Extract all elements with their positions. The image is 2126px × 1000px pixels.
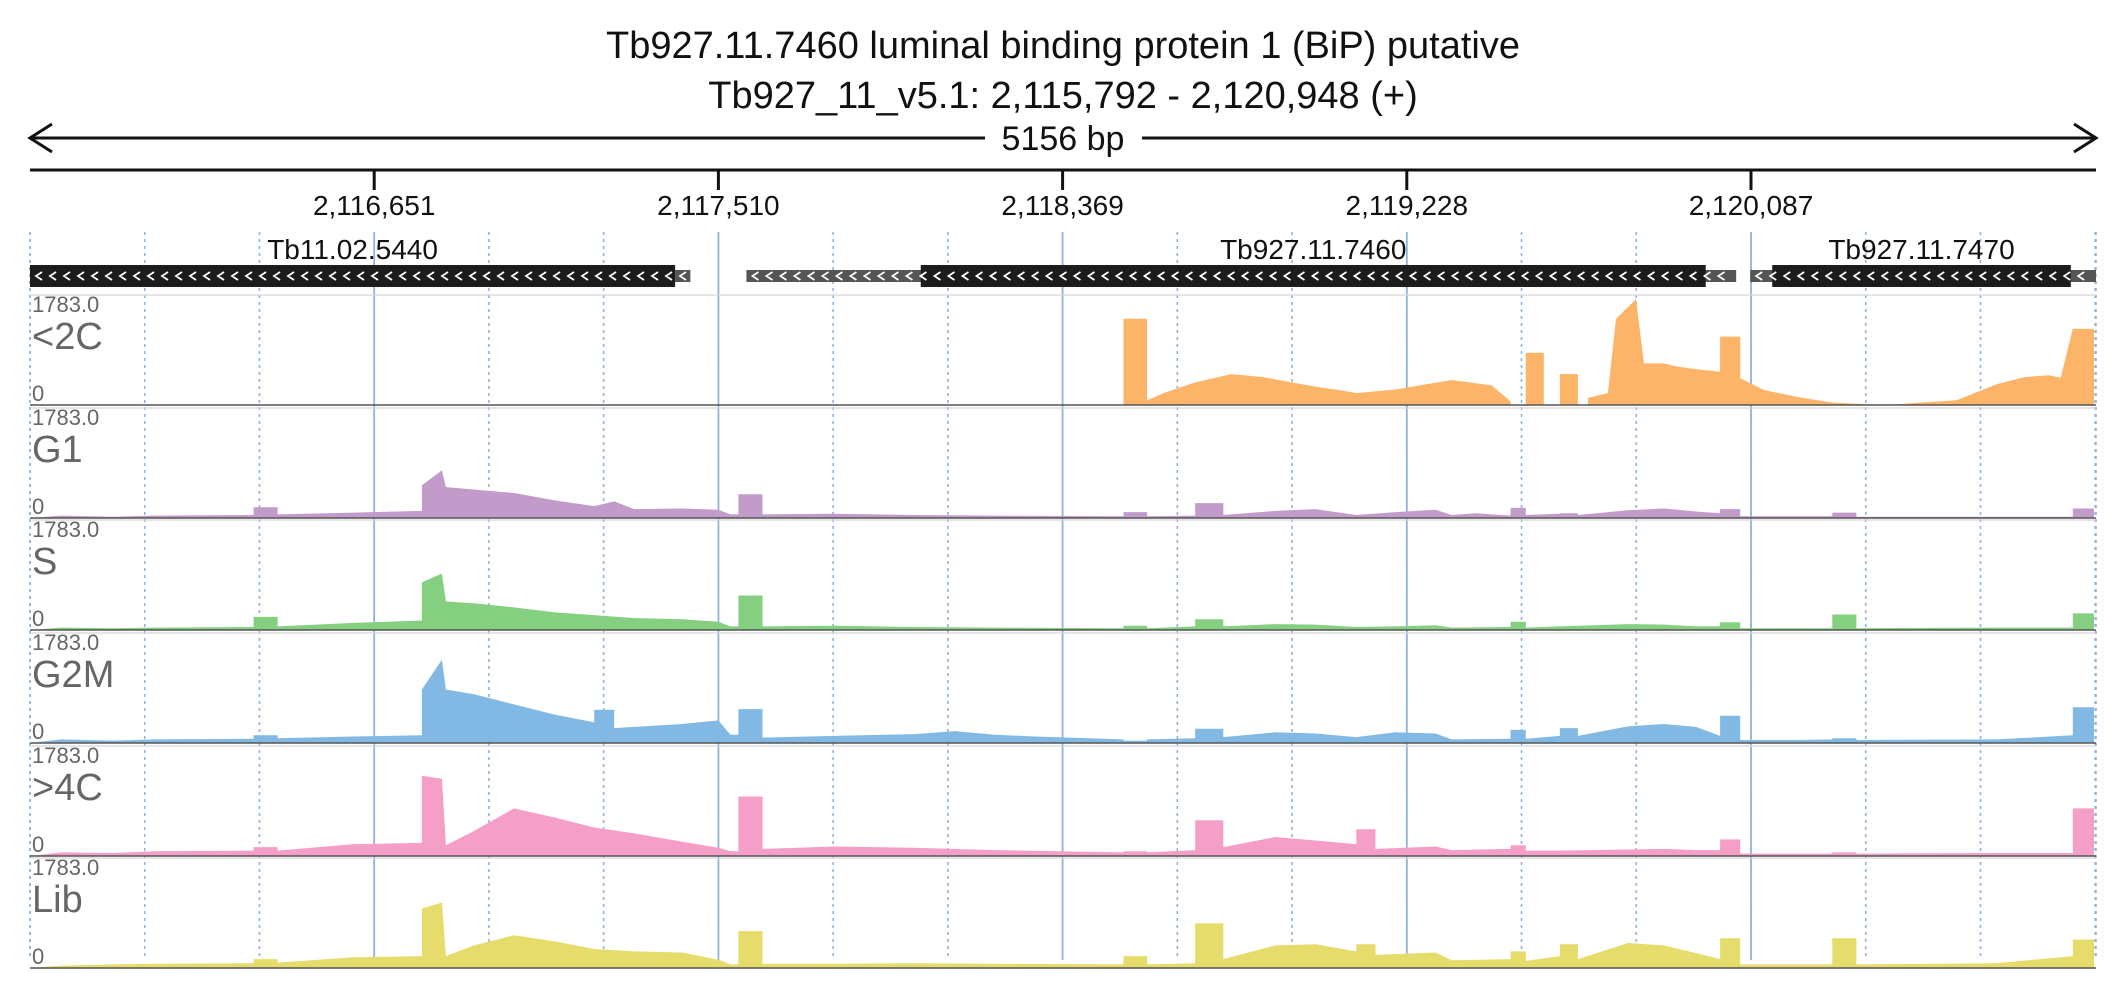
track-ymin-label: 0 (32, 606, 44, 631)
span-indicator: 5156 bp (27, 120, 2099, 158)
coverage-track: 1783.0>4C 0 (30, 743, 2096, 857)
gene-cds (30, 265, 676, 287)
track-ymax-label: 1783.0 (32, 855, 99, 880)
coverage-area (30, 659, 2096, 743)
ruler-tick-label: 2,119,228 (1346, 190, 1469, 221)
strand-arrow-icon (1754, 271, 2085, 281)
gene-cds (1772, 265, 2071, 287)
track-ymin-label: 0 (32, 719, 44, 744)
coverage-area (30, 775, 2096, 856)
coverage-tracks: 1783.0<2C01783.0G101783.0S01783.0G2M0178… (30, 292, 2096, 969)
span-arrow-left-icon (27, 122, 53, 154)
track-ymax-label: 1783.0 (32, 517, 99, 542)
track-ymin-label: 0 (32, 494, 44, 519)
chart-title: Tb927.11.7460 luminal binding protein 1 … (606, 25, 1520, 67)
coverage-area (30, 470, 2096, 518)
track-ymax-label: 1783.0 (32, 630, 99, 655)
track-ymin-label: 0 (32, 832, 44, 857)
gene-label: Tb927.11.7470 (1828, 234, 2014, 265)
track-ymax-label: 1783.0 (32, 292, 99, 317)
figure-header: Tb927.11.7460 luminal binding protein 1 … (606, 25, 1520, 117)
gene-feature: Tb927.11.7460 (746, 234, 1737, 287)
track-name-label: G1 (32, 429, 83, 471)
coverage-area (30, 902, 2096, 968)
grid-lines (29, 232, 2097, 960)
gene-label: Tb927.11.7460 (1220, 234, 1406, 265)
track-ymin-label: 0 (32, 381, 44, 406)
span-length-label: 5156 bp (1002, 120, 1125, 158)
ruler-tick-label: 2,116,651 (313, 190, 436, 221)
track-name-label: <2C (32, 316, 103, 358)
strand-arrow-icon (34, 271, 687, 281)
track-name-label: G2M (32, 654, 114, 696)
coverage-track: 1783.0S 0 (30, 517, 2096, 631)
track-ymax-label: 1783.0 (32, 405, 99, 430)
track-name-label: >4C (32, 767, 103, 809)
track-name-label: Lib (32, 879, 83, 921)
track-ymin-label: 0 (32, 944, 44, 969)
coordinate-ruler: 2,116,651 2,117,510 2,118,369 2,119,228 2,12… (30, 168, 2096, 221)
ruler-ticks: 2,116,651 2,117,510 2,118,369 2,119,228 2,12… (313, 170, 1813, 221)
gene-feature: Tb927.11.7470 (1750, 234, 2096, 287)
gene-feature: Tb11.02.5440 (30, 234, 691, 287)
gene-utr (675, 270, 691, 282)
region-subtitle: Tb927_11_v5.1: 2,115,792 - 2,120,948 (+) (708, 75, 1418, 117)
coverage-track: 1783.0G1 0 (30, 405, 2096, 519)
strand-arrow-icon (750, 271, 1725, 281)
ruler-tick-label: 2,120,087 (1689, 190, 1814, 221)
ruler-tick-label: 2,117,510 (657, 190, 780, 221)
ruler-tick-label: 2,118,369 (1001, 190, 1124, 221)
span-arrow-right-icon (2073, 122, 2099, 154)
track-ymax-label: 1783.0 (32, 743, 99, 768)
coverage-area (30, 573, 2096, 630)
gene-label: Tb11.02.5440 (267, 234, 438, 265)
track-name-label: S (32, 541, 57, 583)
coverage-track: 1783.0<2C 0 (30, 292, 2096, 406)
gene-track: Tb11.02.5440 Tb927.11.7460 Tb927.11.7470 (30, 234, 2096, 287)
